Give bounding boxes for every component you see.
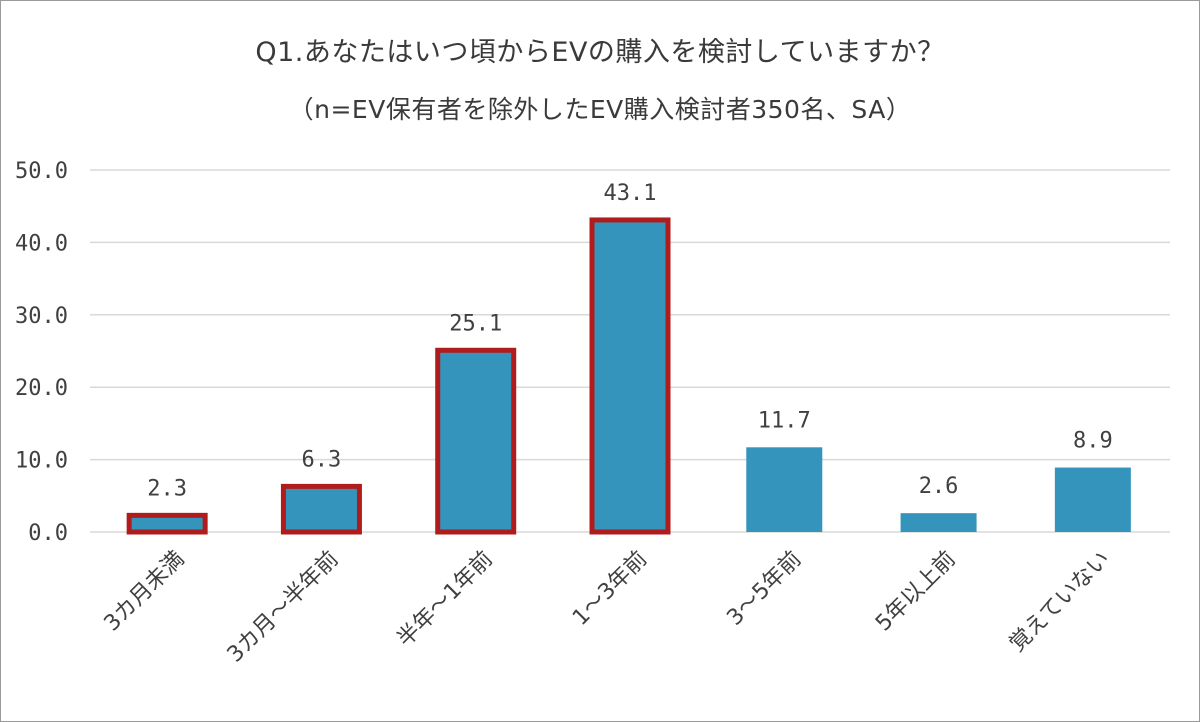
bar-2 — [280, 483, 362, 535]
category-labels: 3カ月未満 3カ月～半年前 半年～1年前 1～3年前 3～5年前 5年以上前 覚えていない — [100, 547, 1116, 668]
data-label: 2.6 — [919, 474, 959, 499]
y-tick-label: 0.0 — [28, 521, 68, 546]
category-label: 半年～1年前 — [393, 547, 498, 652]
chart-subtitle: （n=EV保有者を除外したEV購入検討者350名、SA） — [288, 95, 912, 124]
category-label: 1～3年前 — [568, 547, 652, 631]
data-label: 11.7 — [758, 408, 811, 433]
data-label: 2.3 — [147, 476, 187, 501]
category-label: 覚えていない — [1005, 547, 1115, 657]
category-label: 3カ月～半年前 — [223, 547, 344, 668]
y-tick-label: 30.0 — [15, 304, 68, 329]
category-label: 3カ月未満 — [100, 547, 190, 637]
category-label: 5年以上前 — [871, 547, 961, 637]
data-label: 6.3 — [302, 447, 342, 472]
data-label: 43.1 — [604, 181, 657, 206]
y-tick-label: 20.0 — [15, 376, 68, 401]
y-tick-label: 10.0 — [15, 449, 68, 474]
y-tick-label: 50.0 — [15, 159, 68, 184]
data-label: 8.9 — [1073, 429, 1113, 454]
chart-title: Q1.あなたはいつ頃からEVの購入を検討していますか？ — [255, 37, 945, 68]
bar-7 — [1054, 467, 1131, 532]
bar-6 — [900, 513, 977, 532]
bar-1 — [126, 512, 208, 535]
y-axis-ticks: 0.0 10.0 20.0 30.0 40.0 50.0 — [15, 159, 68, 546]
data-labels: 2.3 6.3 25.1 43.1 11.7 2.6 8.9 — [147, 181, 1112, 501]
bars — [126, 217, 1131, 535]
data-label: 25.1 — [449, 311, 502, 336]
y-tick-label: 40.0 — [15, 231, 68, 256]
bar-3 — [435, 347, 517, 535]
bar-5 — [746, 447, 823, 532]
bar-4 — [589, 217, 671, 535]
category-label: 3～5年前 — [722, 547, 806, 631]
